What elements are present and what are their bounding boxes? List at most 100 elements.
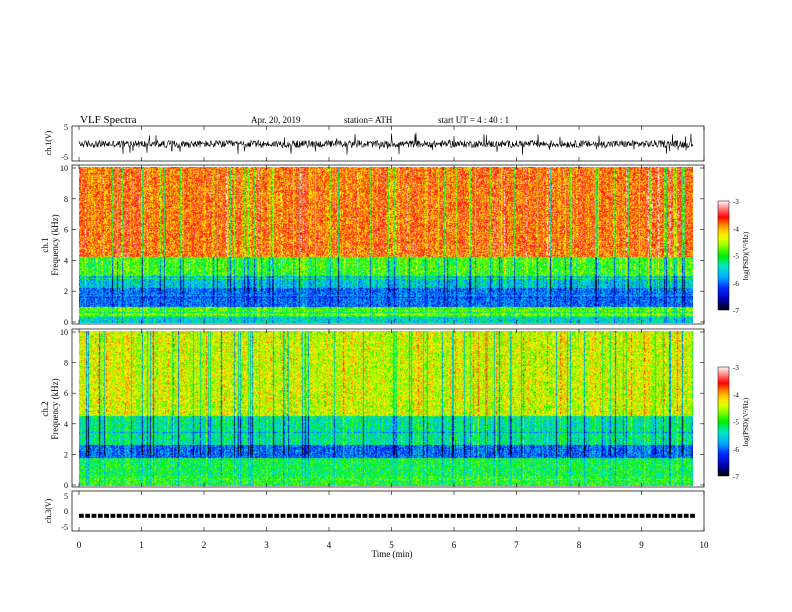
ch3-sample-mark (242, 513, 248, 518)
ch3-sample-mark (192, 513, 198, 518)
ch3-sample-mark (570, 513, 576, 518)
ch3-sample-mark (507, 513, 513, 518)
ch3-waveform-frame (71, 490, 705, 532)
ch3-sample-mark (91, 513, 97, 518)
ch3-sample-mark (438, 513, 443, 518)
ch3-sample-mark (488, 513, 494, 518)
ch2-spectrogram-yticks: 0 2 4 6 8 10 (60, 328, 704, 490)
y-tick-label: 2 (64, 450, 68, 459)
colorbar-tick-label: -6 (733, 280, 739, 288)
colorbar-tick-label: -7 (733, 307, 739, 315)
ch3-sample-mark (230, 513, 235, 518)
ch3-sample-mark (116, 513, 122, 518)
ch3-sample-mark (601, 513, 607, 518)
ch3-sample-mark (614, 513, 620, 518)
x-tick-label: 4 (327, 540, 332, 550)
ch2-ylabel-line1: ch.2 (40, 401, 50, 416)
ch3-sample-mark (457, 513, 462, 518)
ch3-sample-mark (482, 513, 487, 518)
ch3-sample-mark (394, 513, 399, 518)
ch3-sample-mark (362, 513, 368, 518)
ch1-ylabel: ch.1(V) (44, 130, 53, 155)
ch2-ylabel-line2: Frequency (kHz) (50, 378, 60, 439)
ch3-sample-mark (520, 513, 525, 518)
ch3-sample-mark (79, 513, 84, 518)
ch3-sample-mark (255, 513, 261, 518)
ch3-sample-mark (173, 513, 179, 518)
ch2-spectrogram-canvas-holder (79, 331, 693, 486)
ch3-sample-mark (513, 513, 519, 518)
ch3-sample-mark (646, 513, 651, 518)
ch3-sample-mark (639, 513, 645, 518)
x-tick-label: 9 (639, 540, 644, 550)
ch1-waveform-trace (78, 132, 694, 156)
y-tick-label: 10 (60, 328, 68, 337)
time-axis: 0 1 2 3 4 5 6 7 8 9 10 (77, 126, 709, 550)
ch1-waveform-panel: 5 -5 ch.1(V) (44, 123, 705, 162)
date-label: Apr. 20, 2019 (251, 115, 301, 125)
ch3-sample-mark (129, 513, 135, 518)
ch2-colorbar-label: log(PSD)(V²/Hz) (742, 397, 750, 446)
y-tick-label: 0 (64, 318, 68, 327)
ch1-spectrogram-image (79, 167, 693, 323)
ch3-sample-mark (677, 513, 683, 518)
ch3-sample-mark (412, 513, 418, 518)
ch2-colorbar-gradient (717, 366, 730, 477)
ch3-sample-mark (343, 513, 349, 518)
ch3-sample-mark (450, 513, 456, 518)
colorbar-tick-label: -5 (733, 419, 739, 427)
ch3-sample-mark (526, 513, 532, 518)
ch3-sample-mark (658, 513, 664, 518)
ch1-ylabel-line2: Frequency (kHz) (50, 214, 60, 275)
ch3-sample-mark (564, 513, 569, 518)
ch3-sample-mark (331, 513, 336, 518)
ch3-sample-mark (167, 513, 172, 518)
ch3-sample-mark (381, 513, 387, 518)
ch2-colorbar: -3 -4 -5 -6 -7 log(PSD)(V²/Hz) (717, 364, 750, 481)
ch1-waveform-frame (71, 125, 705, 162)
colorbar-tick-label: -5 (733, 253, 739, 261)
y-tick-label: 8 (64, 359, 68, 368)
ch3-sample-mark (652, 513, 658, 518)
ch3-sample-mark (406, 513, 412, 518)
ch3-sample-mark (305, 513, 311, 518)
ch3-sample-mark (123, 513, 128, 518)
ch3-sample-mark (142, 513, 147, 518)
ch3-sample-mark (576, 513, 582, 518)
x-tick-label: 3 (264, 540, 269, 550)
x-tick-label: 2 (202, 540, 207, 550)
ch3-sample-mark (97, 513, 103, 518)
ch3-sample-mark (589, 513, 595, 518)
ch3-sample-mark (387, 513, 393, 518)
ch3-ytick-0: 0 (64, 507, 68, 516)
figure-title: VLF Spectra (80, 114, 137, 126)
ch3-sample-mark (217, 513, 223, 518)
x-tick-label: 1 (139, 540, 144, 550)
ch1-spectrogram-canvas-holder (79, 167, 693, 323)
ch3-sample-mark (595, 513, 601, 518)
ch3-sample-mark (664, 513, 670, 518)
x-tick-label: 0 (77, 540, 82, 550)
ch3-sample-mark (551, 513, 557, 518)
ch3-sample-mark (349, 513, 355, 518)
colorbar-tick-label: -7 (733, 473, 739, 481)
y-tick-label: 6 (64, 389, 68, 398)
ch3-sample-mark (627, 513, 632, 518)
ch1-colorbar-gradient (717, 200, 730, 311)
start-time-label: start UT = 4 : 40 : 1 (438, 115, 509, 125)
colorbar-tick-label: -3 (733, 198, 739, 206)
ch3-sample-mark (583, 513, 588, 518)
ch3-sample-mark (249, 513, 254, 518)
ch3-sample-mark (286, 513, 292, 518)
ch3-sample-mark (280, 513, 286, 518)
x-tick-label: 7 (514, 540, 519, 550)
ch3-sample-mark (85, 513, 91, 518)
ch3-sample-mark (608, 513, 613, 518)
ch3-sample-mark (463, 513, 469, 518)
ch1-ytick-5: 5 (64, 123, 68, 132)
time-axis-label: Time (min) (372, 549, 413, 559)
colorbar-tick-label: -6 (733, 446, 739, 454)
ch3-sample-mark (211, 513, 217, 518)
ch3-sample-mark (324, 513, 330, 518)
